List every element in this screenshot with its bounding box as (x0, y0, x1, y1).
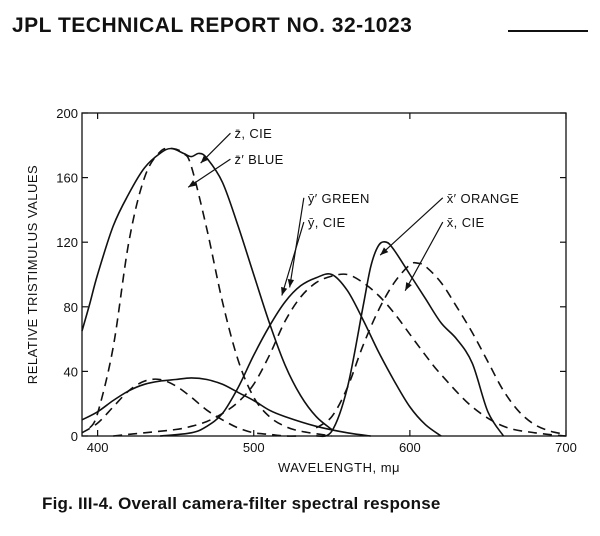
spectral-response-chart: 400 500 600 700 0 40 80 120 160 200 z̄, CIE z̄′ BL… (25, 106, 577, 475)
y-tick-label: 40 (64, 364, 78, 379)
series-line-6 (81, 378, 301, 437)
curves-layer (81, 147, 567, 438)
annotation-leader (379, 197, 444, 256)
header-rule (508, 30, 588, 32)
annotation-arrowhead (287, 279, 295, 288)
x-tick-label: 700 (555, 440, 577, 455)
series-label: x̄′ ORANGE (447, 191, 520, 206)
series-label: z̄′ BLUE (234, 152, 283, 167)
x-tick-label: 500 (243, 440, 265, 455)
y-tick-label: 80 (64, 300, 78, 315)
x-tick-label: 400 (87, 440, 109, 455)
series-label: x̄, CIE (447, 215, 485, 230)
series-label: ȳ′ GREEN (308, 191, 370, 206)
annotation-leader (289, 197, 305, 288)
series-line-5 (315, 261, 567, 436)
annotation-arrowhead (281, 286, 288, 296)
annotation-leader (281, 221, 305, 296)
annotation-arrowhead (405, 282, 412, 291)
annotation-leader (187, 158, 231, 188)
series-label: ȳ, CIE (308, 215, 346, 230)
series-line-2 (160, 273, 442, 437)
y-axis-label: RELATIVE TRISTIMULUS VALUES (25, 165, 40, 384)
annotation-arrowhead (200, 155, 209, 164)
y-tick-label: 120 (56, 235, 78, 250)
x-axis-label: WAVELENGTH, mμ (278, 460, 400, 475)
annotations-layer: z̄, CIE z̄′ BLUE ȳ′ GREEN ȳ, CIE x̄′ ORANGE x… (187, 126, 520, 296)
annotation-arrowhead (188, 180, 197, 188)
series-line-1 (81, 147, 333, 431)
y-tick-label: 200 (56, 106, 78, 121)
y-tick-label: 0 (71, 429, 78, 444)
report-header: JPL TECHNICAL REPORT NO. 32-1023 (12, 14, 413, 37)
axes-layer: 400 500 600 700 0 40 80 120 160 200 (56, 106, 577, 455)
y-tick-label: 160 (56, 171, 78, 186)
figure-caption: Fig. III-4. Overall camera-filter spectr… (42, 494, 441, 513)
annotation-arrowhead (380, 247, 389, 256)
series-line-0 (89, 147, 332, 437)
series-line-7 (81, 377, 371, 437)
annotation-leader (404, 221, 444, 291)
series-label: z̄, CIE (234, 126, 272, 141)
x-tick-label: 600 (399, 440, 421, 455)
plot-frame (81, 112, 567, 437)
series-line-3 (113, 273, 567, 437)
series-line-4 (315, 241, 505, 438)
